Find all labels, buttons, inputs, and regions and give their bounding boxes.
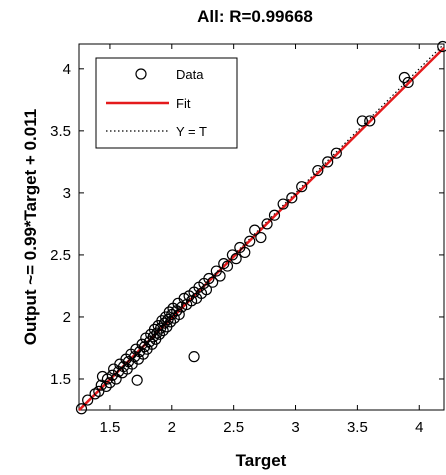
data-point bbox=[104, 377, 116, 389]
data-point bbox=[330, 147, 342, 159]
fit-line bbox=[78, 46, 445, 412]
data-point bbox=[296, 181, 308, 193]
data-point bbox=[230, 253, 242, 265]
data-point bbox=[226, 249, 239, 261]
data-point bbox=[100, 380, 112, 393]
fit-line-layer bbox=[78, 46, 445, 412]
data-point bbox=[261, 218, 273, 230]
data-point bbox=[244, 235, 256, 247]
legend: Data Fit Y = T bbox=[95, 57, 238, 149]
data-point bbox=[75, 403, 88, 415]
y-tick-label: 3.5 bbox=[50, 123, 71, 140]
data-point bbox=[200, 284, 213, 296]
legend-data-marker bbox=[135, 68, 147, 80]
data-point bbox=[203, 272, 215, 285]
y-axis-label: Output ~= 0.99*Target + 0.011 bbox=[21, 109, 40, 345]
legend-identity-label: Y = T bbox=[176, 124, 207, 139]
data-point bbox=[402, 76, 414, 89]
data-point bbox=[249, 224, 261, 236]
data-point bbox=[110, 373, 122, 385]
x-axis: 1.5 2 2.5 3 3.5 4 bbox=[100, 44, 423, 436]
y-tick-label: 2.5 bbox=[50, 247, 71, 264]
data-point bbox=[255, 231, 267, 244]
data-point bbox=[188, 351, 200, 363]
data-point bbox=[131, 374, 143, 386]
data-point bbox=[356, 115, 368, 127]
data-point bbox=[157, 324, 169, 337]
data-point bbox=[153, 328, 166, 340]
x-axis-label: Target bbox=[236, 451, 287, 470]
x-tick-label: 2.5 bbox=[223, 419, 244, 436]
data-point bbox=[207, 276, 219, 288]
data-point bbox=[164, 316, 177, 328]
x-tick-label: 1.5 bbox=[100, 419, 121, 436]
y-axis: 1.5 2 2.5 3 3.5 4 bbox=[50, 61, 444, 388]
x-tick-label: 4 bbox=[415, 419, 423, 436]
data-point bbox=[147, 331, 159, 343]
data-point bbox=[82, 394, 94, 406]
x-tick-label: 2 bbox=[168, 419, 176, 436]
data-point bbox=[322, 156, 334, 168]
legend-data-label: Data bbox=[176, 67, 204, 82]
data-point bbox=[173, 308, 185, 321]
data-points bbox=[75, 40, 446, 415]
y-tick-label: 1.5 bbox=[50, 371, 71, 388]
data-point bbox=[437, 40, 446, 53]
data-point bbox=[239, 246, 251, 259]
data-point bbox=[312, 164, 324, 177]
data-point bbox=[286, 192, 298, 204]
data-point bbox=[214, 270, 226, 282]
x-tick-label: 3 bbox=[291, 419, 299, 436]
y-tick-label: 3 bbox=[63, 185, 71, 202]
y-tick-label: 4 bbox=[63, 61, 71, 78]
data-point bbox=[364, 115, 376, 127]
data-point bbox=[268, 209, 281, 221]
x-tick-label: 3.5 bbox=[347, 419, 368, 436]
chart-title: All: R=0.99668 bbox=[197, 7, 313, 26]
legend-fit-label: Fit bbox=[176, 96, 191, 111]
data-point bbox=[277, 198, 289, 210]
data-point bbox=[221, 260, 234, 272]
y-tick-label: 2 bbox=[63, 309, 71, 326]
